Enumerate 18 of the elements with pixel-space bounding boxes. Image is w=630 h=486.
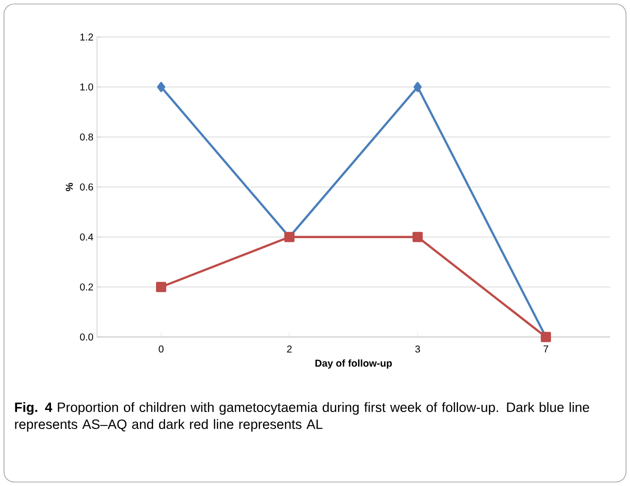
point [412, 232, 423, 242]
y-tick-label: 0.2 [80, 283, 93, 291]
x-tick-label: 0 [158, 346, 164, 353]
y-tick-label: 0.0 [80, 333, 94, 341]
point [414, 82, 422, 92]
point [157, 82, 166, 92]
y-tick-label: 1.0 [80, 83, 94, 91]
y-tick-label: 0.8 [80, 133, 94, 141]
y-tick-label: 1.2 [80, 34, 93, 40]
y-axis-title: % [66, 182, 73, 192]
x-tick-label: 7 [544, 346, 548, 352]
y-tick-label: 0.4 [80, 233, 94, 241]
x-tick-label: 3 [415, 346, 420, 353]
y-tick-label: 0.6 [80, 183, 94, 191]
x-axis-title: Day of follow-up [315, 359, 392, 369]
point [156, 282, 166, 292]
text: Fig. 4 Proportion of children with gametocytaemia during first week of follow-up. Dark blue line represents AS–AQ and dark red line represents AL [15, 402, 590, 432]
x-tick-label: 2 [287, 346, 292, 352]
